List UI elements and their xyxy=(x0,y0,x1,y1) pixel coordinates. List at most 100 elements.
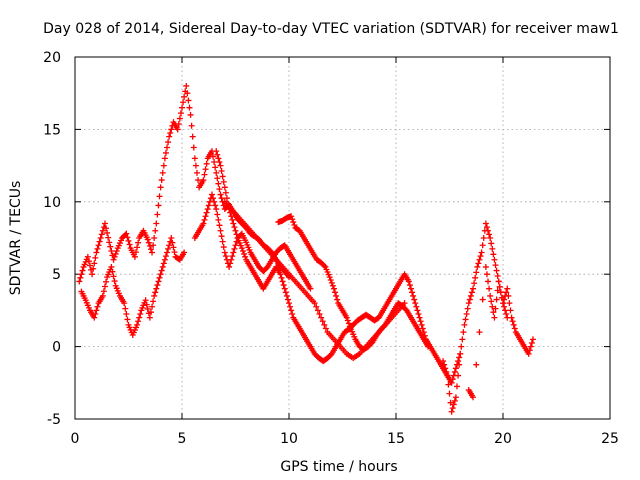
data-point xyxy=(175,120,182,127)
data-point xyxy=(447,399,454,406)
data-point xyxy=(458,343,465,350)
y-tick-label: 5 xyxy=(52,267,61,283)
data-point xyxy=(146,314,153,321)
data-point xyxy=(449,376,456,383)
x-tick-label: 10 xyxy=(280,431,298,447)
data-point xyxy=(452,365,459,372)
data-point xyxy=(98,231,105,238)
data-point xyxy=(190,144,197,151)
data-point xyxy=(504,285,511,292)
data-point xyxy=(529,336,536,343)
data-point xyxy=(464,305,471,312)
data-point xyxy=(149,249,156,256)
data-point xyxy=(455,358,462,365)
data-point xyxy=(164,249,171,256)
data-point xyxy=(448,379,455,386)
data-point xyxy=(174,126,181,133)
data-point xyxy=(177,110,184,117)
data-point xyxy=(94,245,101,252)
data-point xyxy=(465,300,472,307)
data-point xyxy=(497,289,504,296)
data-point xyxy=(463,311,470,318)
data-point xyxy=(459,336,466,343)
data-point xyxy=(495,278,502,285)
data-point xyxy=(229,216,236,223)
data-point xyxy=(407,285,414,292)
data-point xyxy=(450,401,457,408)
data-point xyxy=(154,282,161,289)
data-point xyxy=(470,285,477,292)
data-point xyxy=(137,311,144,318)
data-point xyxy=(492,262,499,269)
data-point xyxy=(232,227,239,234)
data-point xyxy=(490,309,497,316)
data-point xyxy=(216,222,223,229)
data-point xyxy=(327,276,334,283)
y-axis-label: SDTVAR / TECUs xyxy=(8,181,24,296)
data-point xyxy=(506,300,513,307)
data-point xyxy=(189,133,196,140)
data-point xyxy=(231,245,238,252)
data-point xyxy=(179,104,185,111)
x-tick-label: 0 xyxy=(71,431,80,447)
data-point xyxy=(456,361,463,368)
data-point xyxy=(109,268,116,275)
data-point xyxy=(101,220,108,227)
data-point xyxy=(103,225,110,232)
data-point xyxy=(445,381,452,388)
data-point xyxy=(283,292,290,299)
data-point xyxy=(507,307,514,314)
data-point xyxy=(473,269,480,276)
data-point xyxy=(164,144,171,151)
data-point xyxy=(311,300,318,307)
data-point xyxy=(93,249,100,256)
data-point xyxy=(93,307,100,314)
data-point xyxy=(314,307,321,314)
data-point xyxy=(229,253,236,260)
data-point xyxy=(122,305,129,312)
data-point xyxy=(215,155,222,162)
data-point xyxy=(487,235,494,241)
data-point xyxy=(455,372,462,379)
data-point xyxy=(125,237,132,244)
data-point xyxy=(161,256,168,263)
series-track-6 xyxy=(275,213,432,353)
data-point xyxy=(284,296,291,303)
data-point xyxy=(106,239,113,246)
data-point xyxy=(213,148,220,155)
data-point xyxy=(528,339,535,346)
data-point xyxy=(449,405,456,412)
grid xyxy=(75,57,610,419)
data-point xyxy=(77,274,84,281)
data-point xyxy=(219,238,226,245)
data-point xyxy=(330,285,337,292)
data-point xyxy=(150,298,157,305)
data-point xyxy=(132,249,139,256)
data-point xyxy=(230,220,237,227)
data-point xyxy=(307,285,314,292)
data-point xyxy=(217,162,224,169)
data-point xyxy=(123,311,130,318)
data-point xyxy=(112,250,119,257)
data-point xyxy=(162,149,169,156)
data-point xyxy=(218,233,225,240)
data-point xyxy=(84,253,91,260)
data-point xyxy=(135,318,142,325)
data-point xyxy=(489,303,496,310)
data-point xyxy=(227,260,234,267)
data-point xyxy=(411,296,418,303)
data-point xyxy=(217,191,224,198)
data-point xyxy=(472,274,479,281)
data-point xyxy=(485,278,492,285)
series-track-7 xyxy=(440,220,511,415)
data-point xyxy=(214,175,221,182)
data-point xyxy=(291,221,298,228)
data-point xyxy=(453,383,460,390)
data-point xyxy=(230,249,237,256)
data-point xyxy=(168,126,175,133)
data-point xyxy=(486,285,493,292)
data-point xyxy=(493,267,500,274)
data-point xyxy=(279,278,286,285)
data-point xyxy=(151,235,158,241)
data-point xyxy=(166,242,173,249)
